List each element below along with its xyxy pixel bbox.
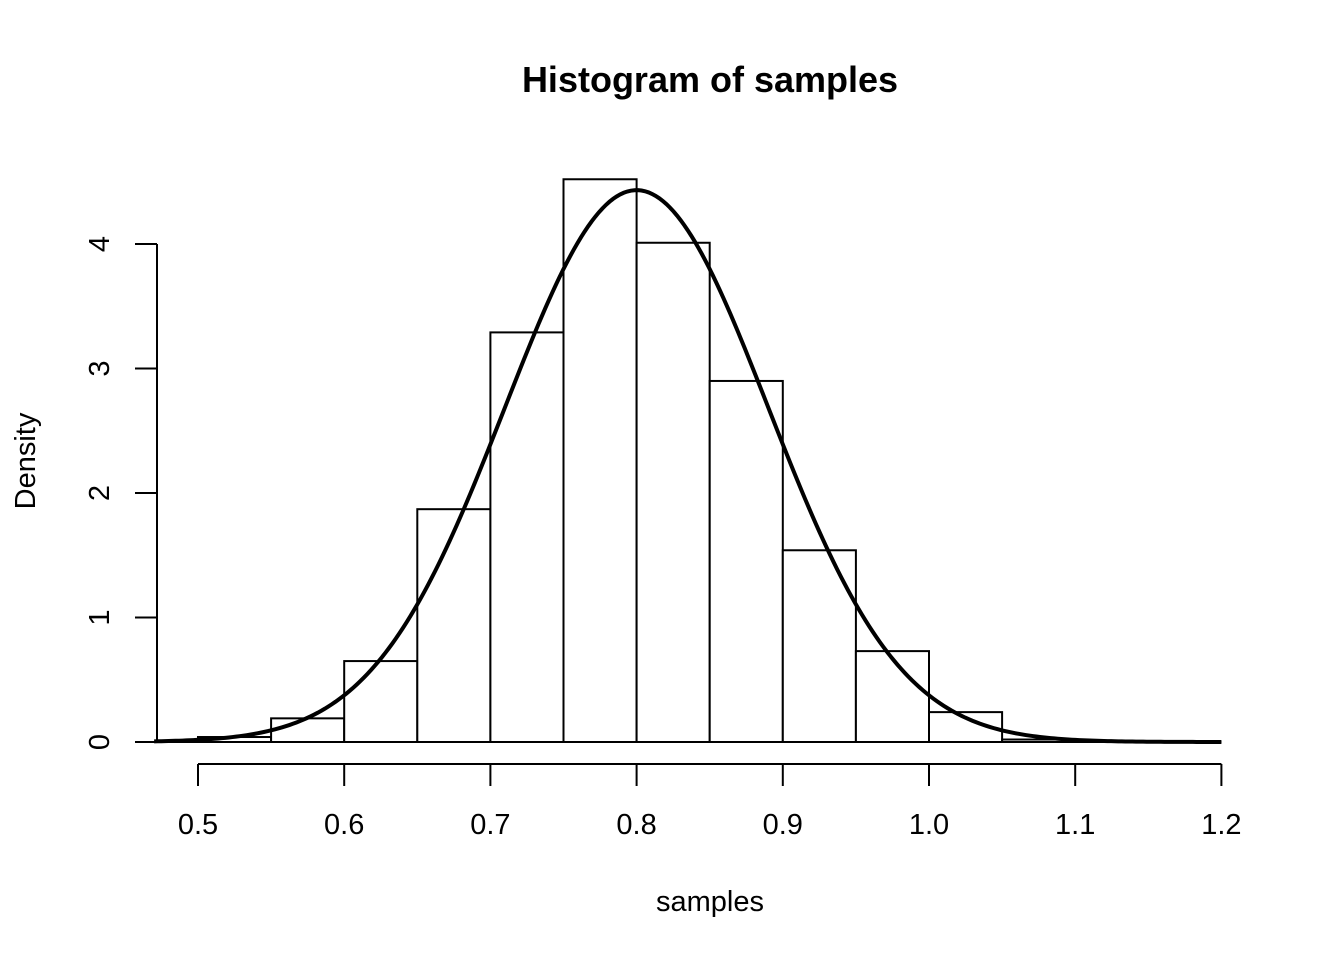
histogram-bar-4	[416, 508, 492, 743]
histogram-bars	[197, 178, 1077, 744]
normal-density-curve	[154, 188, 1222, 744]
x-tick-label-1: 0.6	[324, 809, 364, 841]
x-tick-label-5: 1.0	[909, 809, 949, 841]
y-tick-label-2: 2	[84, 485, 116, 501]
histogram-bar-3	[343, 660, 419, 744]
x-tick-label-6: 1.1	[1055, 809, 1095, 841]
x-tick-label-2: 0.7	[470, 809, 510, 841]
y-axis: 0 1 2 3 4	[84, 236, 158, 750]
histogram-bar-5	[489, 331, 565, 743]
y-axis-label: Density	[10, 412, 42, 509]
y-tick-label-1: 1	[84, 609, 116, 625]
histogram-bar-6	[562, 178, 638, 743]
histogram-bar-2	[270, 717, 346, 743]
x-tick-label-0: 0.5	[178, 809, 218, 841]
y-tick-label-4: 4	[84, 236, 116, 252]
histogram-bar-10	[854, 650, 931, 743]
x-tick-label-3: 0.8	[616, 809, 656, 841]
y-tick-label-0: 0	[84, 734, 116, 750]
histogram-bar-8	[708, 379, 784, 743]
y-tick-label-3: 3	[84, 360, 116, 376]
x-tick-label-7: 1.2	[1201, 809, 1241, 841]
histogram-bar-9	[781, 549, 857, 744]
histogram-bar-7	[635, 241, 711, 743]
chart-title: Histogram of samples	[522, 59, 898, 100]
x-axis: 0.5 0.6 0.7 0.8 0.9 1.0 1.1 1.2	[178, 763, 1242, 841]
x-tick-label-4: 0.9	[763, 809, 803, 841]
x-axis-label: samples	[656, 886, 764, 918]
